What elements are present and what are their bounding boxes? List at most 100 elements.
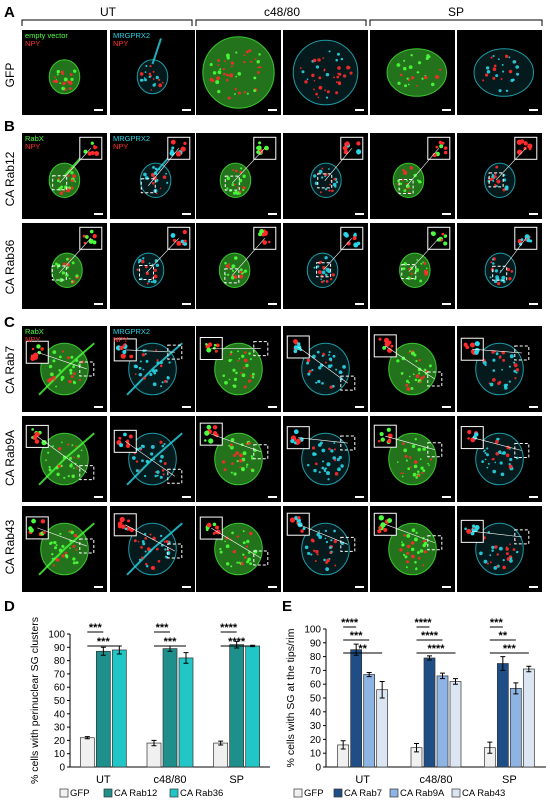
granule [155,75,159,80]
micrograph-tile [370,223,455,309]
micrograph-tile [196,133,281,219]
error-bar [234,640,240,649]
legend-swatch [169,788,179,798]
inset-granule [352,236,357,241]
inset-granule [31,428,34,431]
granule [501,368,504,371]
inset-connector [59,238,92,274]
granule [502,451,506,455]
inset-granule [215,525,219,530]
scale-bar [529,406,538,408]
granule [500,278,504,282]
cell-body [48,162,81,198]
granule [412,472,417,477]
granule [323,280,325,282]
granule [323,353,326,356]
granule [139,72,144,76]
inset-granule [467,429,472,435]
granule [304,545,309,550]
granule [245,466,248,468]
granule [408,352,411,354]
granule [219,547,222,551]
granule [401,543,405,547]
granule [492,67,497,72]
granule [337,81,342,85]
granule [325,279,329,283]
granule [68,277,71,280]
inset-granule [443,234,448,238]
granule [324,361,327,364]
micrograph-tile [457,30,542,115]
granule [73,467,75,469]
inset-granule [297,342,301,346]
granule [481,460,484,463]
x-tick-label: SP [229,774,244,786]
granule [312,549,316,553]
y-tick-label: 20 [54,736,66,747]
micrograph-tile [370,326,455,412]
inset-granule [296,518,301,523]
inset-granule [378,439,381,443]
granule [496,553,499,556]
granule [248,441,252,445]
granule [484,451,487,455]
micrograph-tile [196,416,281,502]
granule [145,459,149,463]
granule [140,545,143,549]
granule [508,56,511,59]
granule [156,359,159,362]
granule [510,78,514,83]
granule [321,270,326,275]
granule [316,350,320,354]
scale-bar [182,213,191,215]
error-bar [366,671,372,678]
cell-image [392,136,451,198]
granule [402,442,405,446]
scale-bar [355,109,364,111]
granule [155,349,158,351]
row-label-ca-rab7: CA Rab7 [3,345,17,395]
granule [153,176,157,181]
granule [243,269,248,273]
scale-bar [442,303,451,305]
granule [318,169,323,174]
granule [312,58,317,63]
granule [234,88,237,91]
scale-bar [268,109,277,111]
granule [154,167,158,171]
granule [65,262,67,265]
granule [515,371,518,374]
legend-label: CA Rab36 [180,788,223,799]
significance-stars: **** [414,617,432,629]
cell-image [25,424,95,486]
granule [413,464,418,469]
inset-granule [204,430,210,436]
granule [396,461,399,463]
granule [75,358,79,362]
granule [226,187,229,190]
cell-image [286,335,356,396]
granule [56,179,60,183]
granule [71,474,75,478]
cell-image [132,226,191,288]
granule [135,469,139,473]
granule [325,540,329,544]
granule [73,533,77,538]
granule [425,56,429,60]
granule [418,381,422,384]
roi-box [79,465,95,481]
inset-connector [495,148,527,181]
granule [317,58,321,62]
granule [222,67,226,71]
granule [428,364,432,368]
inset-granule [119,345,124,351]
granule [163,442,166,446]
roi-box [253,341,269,357]
cell-image [199,422,269,486]
granule [321,448,326,453]
significance-stars: **** [427,643,445,655]
granule [423,368,427,372]
granule [148,75,151,79]
inset-granule [117,521,123,527]
granule [237,186,239,189]
